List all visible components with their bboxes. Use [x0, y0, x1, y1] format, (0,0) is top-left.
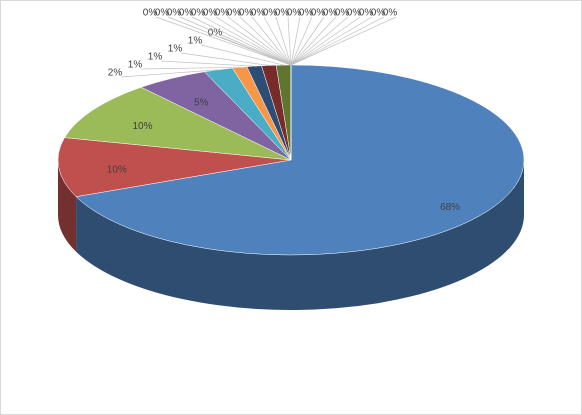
leader-line	[290, 16, 313, 66]
data-label: 0%	[215, 8, 230, 19]
leader-line	[191, 16, 292, 66]
leader-line	[167, 16, 292, 66]
data-label: 0%	[359, 8, 374, 19]
pie-side	[76, 160, 525, 311]
leader-line	[263, 16, 292, 66]
data-label: 1%	[148, 52, 163, 63]
data-label: 5%	[194, 98, 209, 109]
data-label: 68%	[440, 202, 460, 213]
data-label: 0%	[383, 8, 398, 19]
leader-line	[179, 16, 292, 66]
leader-line	[215, 16, 292, 66]
leader-line	[290, 16, 325, 66]
leader-line	[120, 69, 219, 78]
leader-line	[140, 66, 240, 70]
data-label: 10%	[133, 121, 153, 132]
leader-line	[251, 16, 292, 66]
data-label: 0%	[323, 8, 338, 19]
leader-line	[290, 16, 385, 66]
data-label: 0%	[287, 8, 302, 19]
leader-line	[239, 16, 292, 66]
data-label: 0%	[251, 8, 266, 19]
data-label: 0%	[227, 8, 242, 19]
data-label: 0%	[299, 8, 314, 19]
leader-line	[290, 16, 301, 66]
leader-line	[203, 16, 292, 66]
pie-slice	[64, 86, 292, 161]
leader-line	[275, 16, 292, 66]
pie-slice	[57, 137, 292, 197]
pie-side	[58, 160, 77, 252]
data-label: 0%	[179, 8, 194, 19]
data-label: 0%	[191, 8, 206, 19]
data-label: 0%	[143, 8, 158, 19]
data-label: 0%	[208, 28, 223, 39]
data-label: 10%	[107, 164, 127, 175]
data-label: 1%	[168, 44, 183, 55]
leader-line	[227, 16, 292, 66]
data-label: 1%	[188, 36, 203, 47]
data-label: 0%	[239, 8, 254, 19]
data-label: 0%	[203, 8, 218, 19]
data-label: 1%	[128, 60, 143, 71]
data-label: 0%	[335, 8, 350, 19]
leader-line	[200, 44, 284, 66]
data-label: 0%	[155, 8, 170, 19]
leader-line	[290, 16, 397, 66]
pie-slice	[75, 64, 525, 256]
leader-line	[290, 16, 349, 66]
data-label: 0%	[275, 8, 290, 19]
data-label: 0%	[371, 8, 386, 19]
leader-line	[287, 16, 292, 66]
leader-line	[180, 52, 269, 66]
leader-line	[290, 16, 373, 66]
data-label: 0%	[263, 8, 278, 19]
data-label: 2%	[108, 68, 123, 79]
leader-line	[290, 16, 337, 66]
leader-line	[290, 16, 361, 66]
leader-line	[155, 16, 292, 66]
data-label: 0%	[167, 8, 182, 19]
leader-line	[160, 60, 255, 67]
data-label: 0%	[311, 8, 326, 19]
data-label: 0%	[347, 8, 362, 19]
